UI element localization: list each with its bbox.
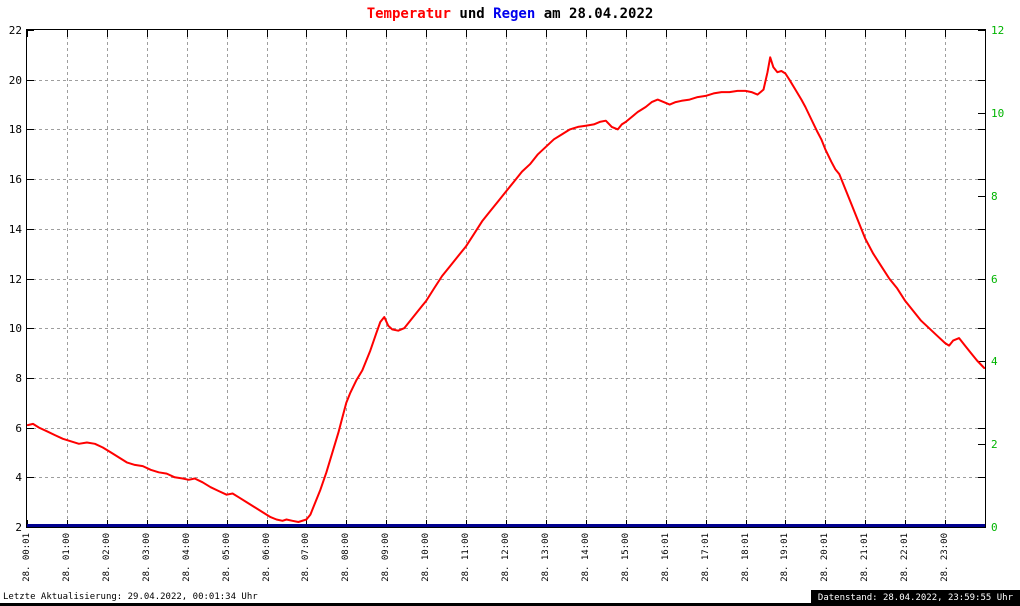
x-tick-label: 28. 22:01	[900, 533, 911, 582]
y-right-tick-label: 2	[991, 438, 998, 452]
title-part-regen: Regen	[493, 6, 536, 22]
x-tick-label: 28. 00:01	[22, 533, 32, 582]
y-left-tick-label: 4	[15, 471, 22, 485]
x-tick-label: 28. 03:00	[141, 533, 152, 582]
x-tick-label: 28. 02:00	[101, 533, 112, 582]
y-left-tick-label: 10	[8, 322, 22, 336]
data-timestamp-box: Datenstand: 28.04.2022, 23:59:55 Uhr	[810, 590, 1020, 606]
y-left-tick-label: 14	[8, 222, 22, 236]
y-right-tick-label: 4	[991, 355, 998, 369]
chart-title: Temperatur und Regen am 28.04.2022	[0, 6, 1020, 22]
x-tick-label: 28. 04:00	[181, 533, 192, 582]
x-tick-label: 28. 06:00	[261, 533, 272, 582]
y-right-tick-label: 12	[991, 24, 1005, 37]
y-right-tick-label: 0	[991, 521, 998, 534]
x-tick-label: 28. 14:00	[580, 533, 591, 582]
y-left-tick-label: 12	[8, 272, 22, 286]
y-right-tick-label: 10	[991, 106, 1005, 120]
title-part-und: und	[450, 6, 494, 22]
x-tick-label: 28. 17:01	[700, 533, 711, 582]
y-left-tick-label: 20	[8, 73, 22, 87]
y-left-tick-label: 8	[15, 371, 22, 385]
last-update-text: Letzte Aktualisierung: 29.04.2022, 00:01…	[3, 592, 258, 602]
y-left-tick-label: 16	[8, 173, 22, 187]
x-tick-label: 28. 13:00	[540, 533, 551, 582]
bottom-bar	[0, 603, 1020, 606]
x-tick-label: 28. 19:01	[780, 533, 791, 582]
x-tick-label: 28. 23:00	[940, 533, 951, 582]
title-part-temperatur: Temperatur	[366, 6, 451, 22]
x-tick-label: 28. 11:00	[461, 533, 472, 582]
y-right-tick-label: 6	[991, 272, 998, 286]
y-left-tick-label: 2	[15, 521, 22, 534]
chart-plot-area	[27, 30, 985, 527]
y-left-tick-label: 22	[8, 24, 22, 37]
y-right-tick-label: 8	[991, 189, 998, 203]
x-tick-label: 28. 07:00	[301, 533, 312, 582]
y-left-tick-label: 6	[15, 421, 22, 435]
x-tick-label: 28. 08:00	[341, 533, 352, 582]
series-temperatur-line	[27, 56, 985, 523]
x-tick-label: 28. 15:00	[620, 533, 631, 582]
x-tick-label: 28. 09:00	[381, 533, 392, 582]
y-left-tick-label: 18	[8, 123, 22, 137]
x-tick-label: 28. 20:01	[820, 533, 831, 582]
data-timestamp-text: Datenstand: 28.04.2022, 23:59:55 Uhr	[817, 593, 1013, 603]
title-part-date: am 28.04.2022	[535, 6, 654, 22]
x-tick-label: 28. 01:00	[61, 533, 72, 582]
x-tick-label: 28. 21:01	[860, 533, 871, 582]
x-tick-label: 28. 16:01	[660, 533, 671, 582]
x-tick-label: 28. 18:01	[740, 533, 751, 582]
x-tick-label: 28. 12:00	[501, 533, 511, 582]
x-tick-label: 28. 05:00	[221, 533, 232, 582]
x-tick-label: 28. 10:00	[421, 533, 432, 582]
